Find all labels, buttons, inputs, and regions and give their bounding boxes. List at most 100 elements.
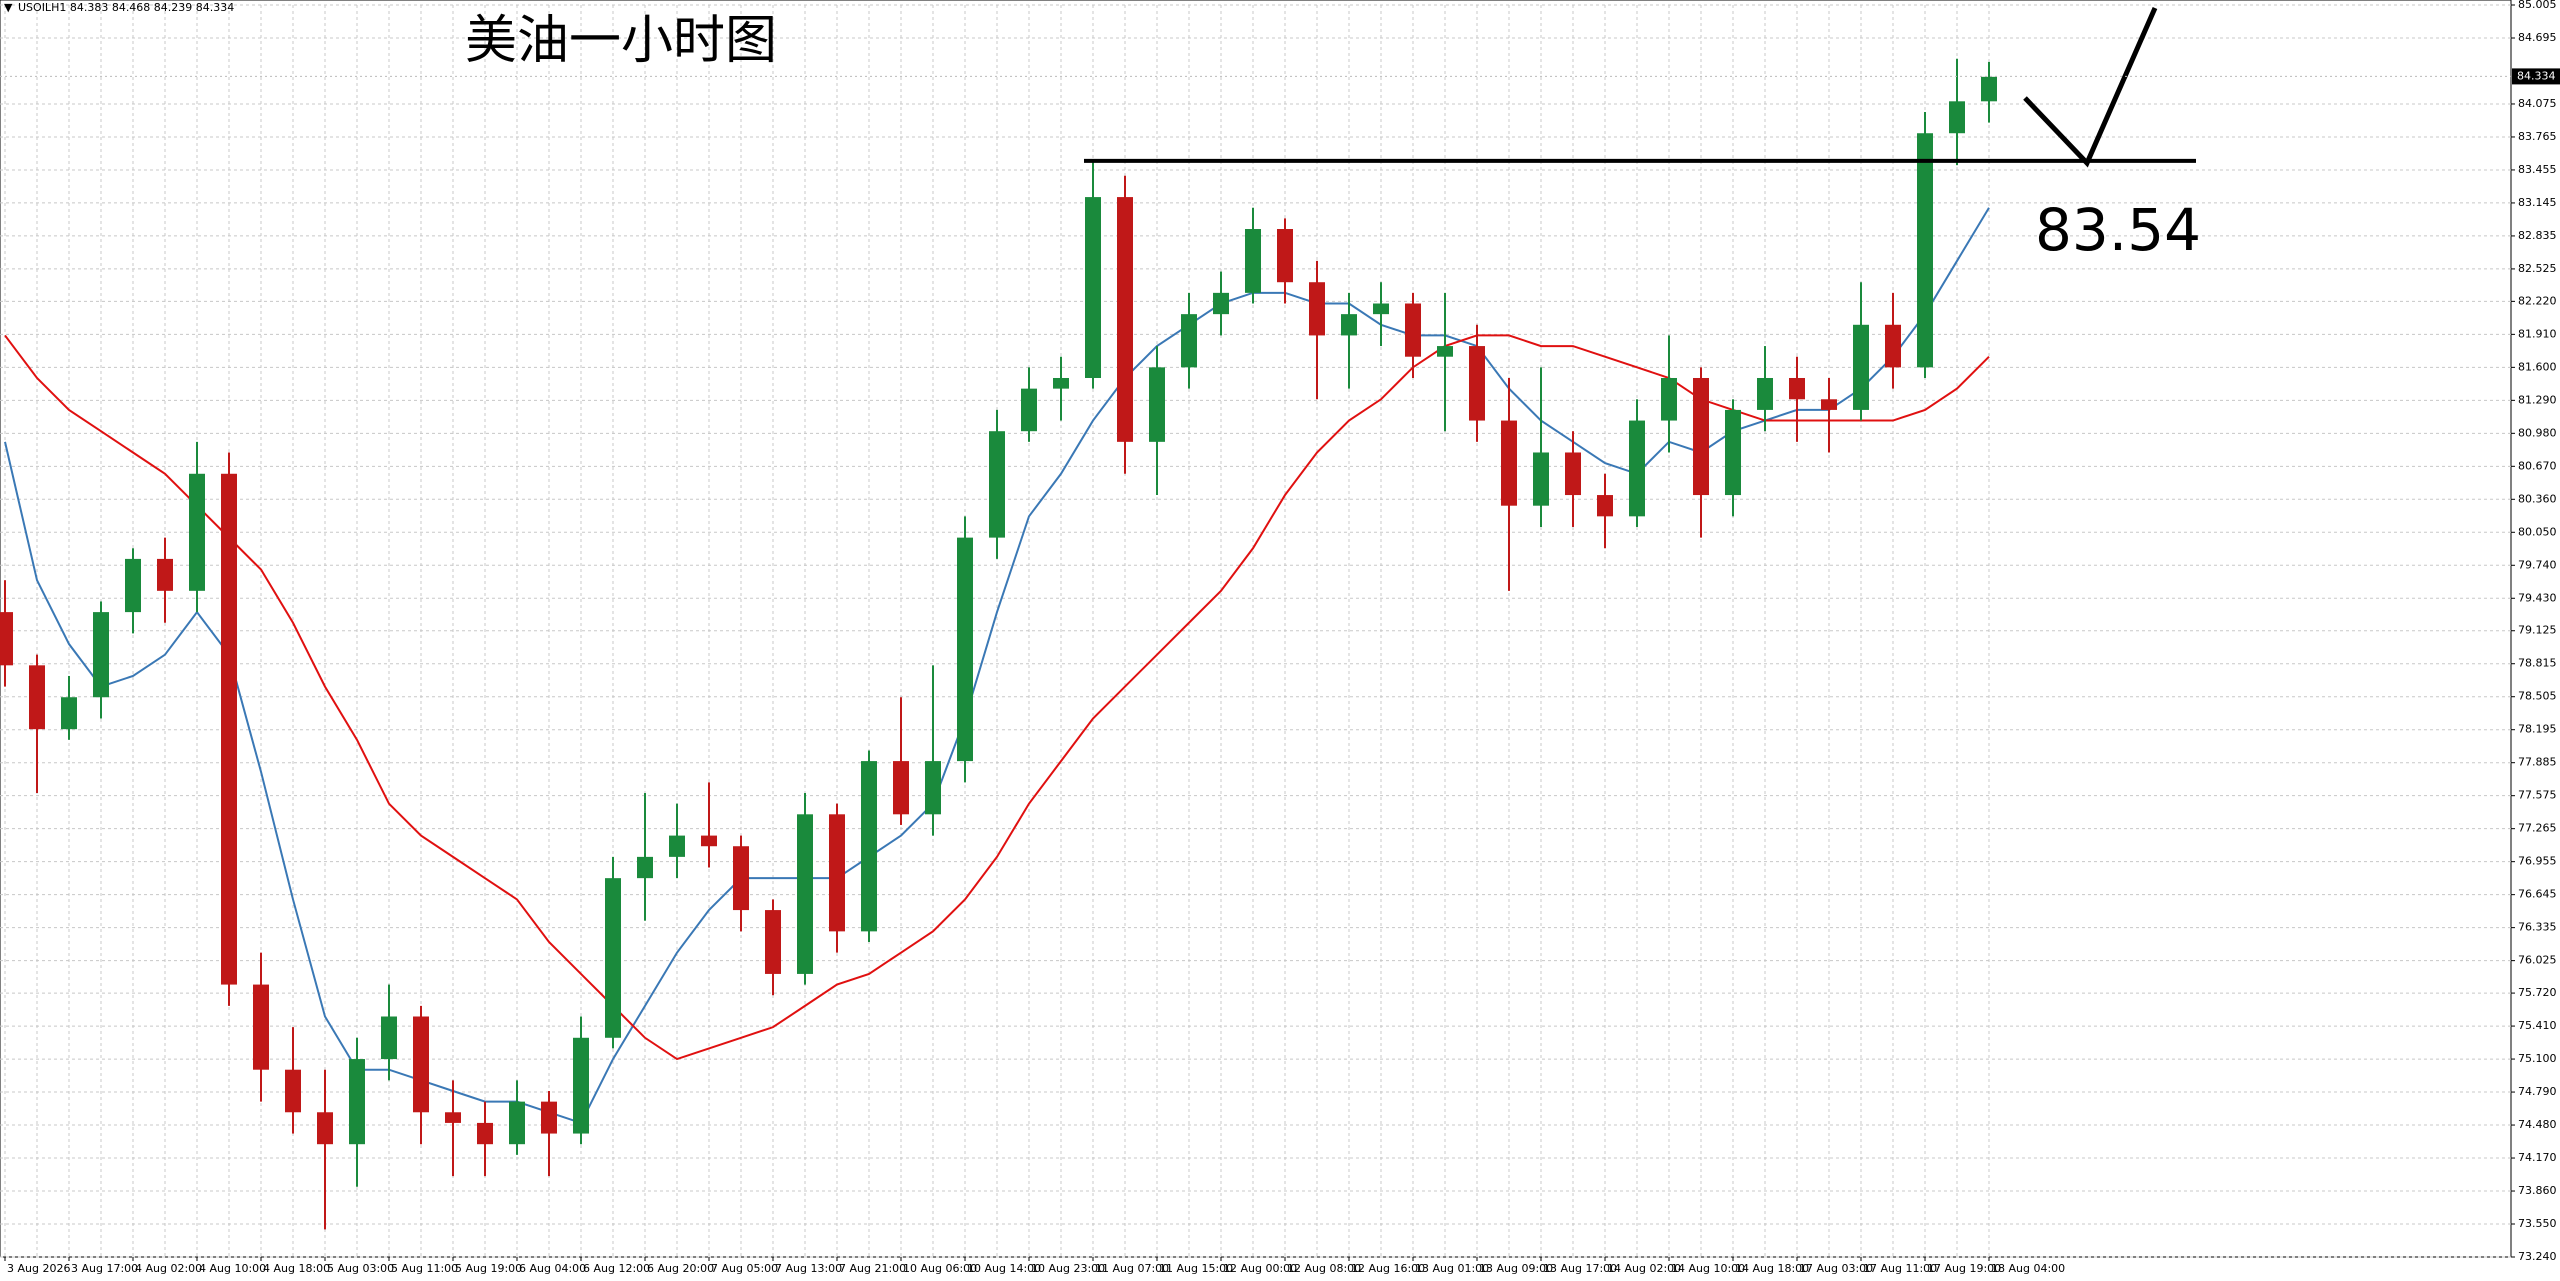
x-tick-label: 13 Aug 09:00 [1479, 1262, 1553, 1275]
x-tick-label: 7 Aug 13:00 [775, 1262, 842, 1275]
x-tick-label: 4 Aug 18:00 [263, 1262, 330, 1275]
y-tick-label: 82.220 [2518, 294, 2557, 307]
check-annotation [2023, 6, 2158, 168]
y-tick-label: 73.860 [2518, 1184, 2557, 1197]
candle-body [541, 1101, 557, 1134]
y-tick-label: 80.980 [2518, 426, 2557, 439]
candle-body [125, 558, 141, 613]
candle-body [925, 761, 941, 815]
candle-body [1021, 388, 1037, 432]
y-tick-label: 81.290 [2518, 393, 2557, 406]
candle-body [0, 612, 13, 666]
x-tick-label: 14 Aug 10:00 [1671, 1262, 1745, 1275]
y-tick-label: 74.480 [2518, 1118, 2557, 1131]
candle-body [1469, 346, 1485, 421]
x-tick-label: 11 Aug 15:00 [1159, 1262, 1233, 1275]
last-price-box [2512, 68, 2560, 85]
y-tick-label: 80.050 [2518, 525, 2557, 538]
y-tick-label: 82.835 [2518, 229, 2557, 242]
candle-body [157, 558, 173, 591]
candle-body [669, 835, 685, 857]
candle-body [1117, 197, 1133, 442]
candle-body [477, 1122, 493, 1145]
x-tick-label: 11 Aug 07:00 [1095, 1262, 1169, 1275]
candle-body [413, 1016, 429, 1113]
y-tick-label: 75.410 [2518, 1019, 2557, 1032]
x-tick-label: 10 Aug 23:00 [1031, 1262, 1105, 1275]
y-tick-label: 76.335 [2518, 921, 2557, 934]
candle-body [893, 761, 909, 815]
chart-title: 美油一小时图 [465, 11, 777, 71]
candle-body [797, 814, 813, 974]
y-tick-label: 78.505 [2518, 690, 2557, 703]
candle-body [29, 665, 45, 730]
candle-body [605, 878, 621, 1038]
x-tick-label: 3 Aug 17:00 [71, 1262, 138, 1275]
candle-body [1821, 399, 1837, 410]
y-tick-label: 83.765 [2518, 130, 2557, 143]
x-tick-label: 5 Aug 11:00 [391, 1262, 458, 1275]
candle-body [1405, 303, 1421, 357]
candle-body [765, 910, 781, 974]
candle-body [1789, 377, 1805, 400]
x-tick-label: 13 Aug 17:00 [1543, 1262, 1617, 1275]
last-price-label: 84.334 [2517, 69, 2556, 82]
header-marker: ▼ [4, 1, 13, 14]
y-tick-label: 81.600 [2518, 360, 2557, 373]
marks [0, 58, 1997, 1230]
candle-body [1661, 377, 1677, 421]
candle-body [1565, 452, 1581, 496]
x-tick-label: 3 Aug 2026 [7, 1262, 70, 1275]
x-tick-label: 6 Aug 04:00 [519, 1262, 586, 1275]
y-tick-label: 82.525 [2518, 262, 2557, 275]
moving-average [4, 334, 1990, 1061]
y-tick-label: 75.720 [2518, 986, 2557, 999]
y-tick-label: 80.670 [2518, 459, 2557, 472]
candle-body [1597, 495, 1613, 517]
x-tick-label: 17 Aug 11:00 [1863, 1262, 1937, 1275]
candle-body [1341, 314, 1357, 336]
candle-body [1757, 377, 1773, 410]
x-tick-label: 17 Aug 19:00 [1927, 1262, 2001, 1275]
x-tick-label: 5 Aug 19:00 [455, 1262, 522, 1275]
moving-average [4, 207, 1990, 1125]
x-tick-label: 4 Aug 02:00 [135, 1262, 202, 1275]
y-tick-label: 85.005 [2518, 0, 2557, 11]
y-tick-label: 76.955 [2518, 855, 2557, 868]
candle-body [1373, 303, 1389, 315]
y-tick-label: 83.145 [2518, 196, 2557, 209]
candle-body [1277, 229, 1293, 283]
candle-body [861, 761, 877, 932]
candle-body [1917, 133, 1933, 368]
candle-body [61, 697, 77, 730]
x-tick-label: 6 Aug 12:00 [583, 1262, 650, 1275]
candle-body [573, 1037, 589, 1134]
candle-body [1885, 324, 1901, 368]
x-tick-label: 18 Aug 04:00 [1991, 1262, 2065, 1275]
candle-body [1085, 197, 1101, 378]
candle-body [189, 473, 205, 591]
x-tick-label: 10 Aug 14:00 [967, 1262, 1041, 1275]
candle-body [1501, 420, 1517, 506]
y-tick-label: 79.125 [2518, 624, 2557, 637]
y-tick-label: 75.100 [2518, 1052, 2557, 1065]
candle-body [1149, 367, 1165, 442]
candle-body [1309, 282, 1325, 336]
y-tick-label: 84.695 [2518, 31, 2557, 44]
candle-body [1181, 314, 1197, 368]
x-tick-label: 7 Aug 21:00 [839, 1262, 906, 1275]
candle-body [509, 1101, 525, 1145]
y-tick-label: 74.170 [2518, 1151, 2557, 1164]
x-tick-label: 7 Aug 05:00 [711, 1262, 778, 1275]
x-tick-label: 10 Aug 06:00 [903, 1262, 977, 1275]
y-tick-label: 78.815 [2518, 657, 2557, 670]
y-tick-label: 76.645 [2518, 888, 2557, 901]
x-tick-label: 12 Aug 00:00 [1223, 1262, 1297, 1275]
x-tick-label: 12 Aug 16:00 [1351, 1262, 1425, 1275]
x-tick-label: 6 Aug 20:00 [647, 1262, 714, 1275]
x-tick-label: 14 Aug 02:00 [1607, 1262, 1681, 1275]
x-tick-label: 12 Aug 08:00 [1287, 1262, 1361, 1275]
candle-body [221, 473, 237, 985]
y-tick-label: 77.885 [2518, 756, 2557, 769]
